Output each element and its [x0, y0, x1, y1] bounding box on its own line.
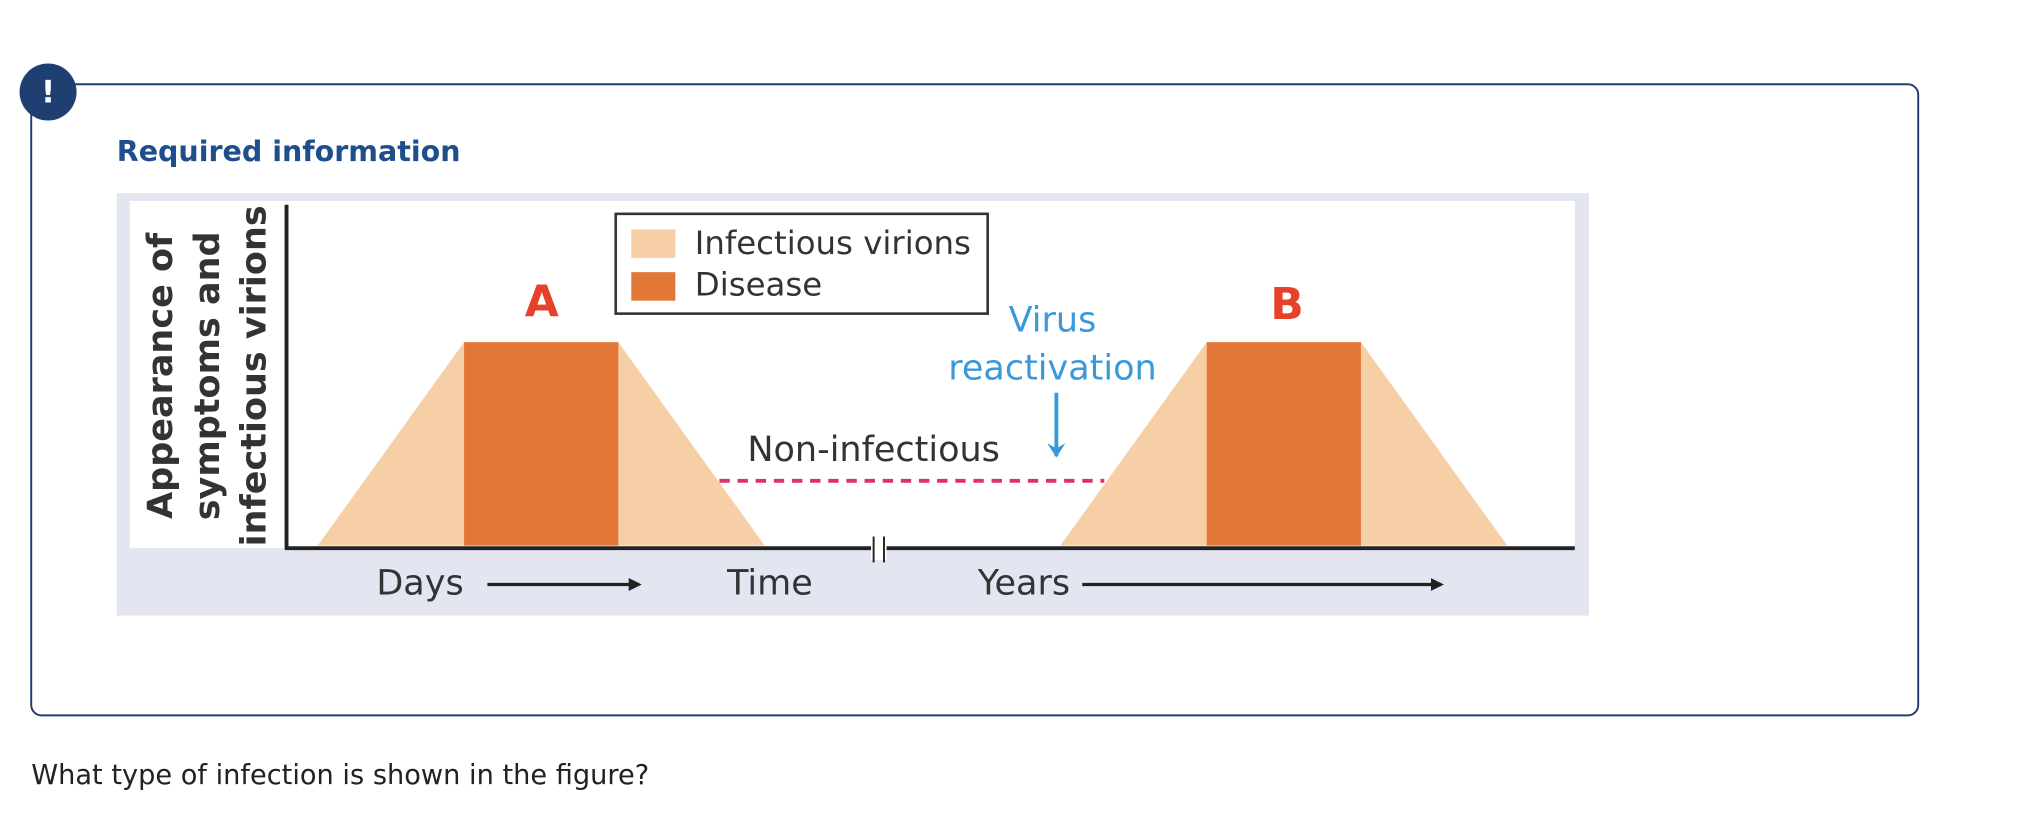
badge: [19, 63, 77, 121]
legend-label: Infectious virions: [695, 224, 971, 262]
card-title: Required information: [117, 135, 461, 168]
axis-break-gap: [871, 536, 887, 560]
x-label: Days: [376, 564, 463, 604]
legend-swatch: [631, 272, 676, 301]
disease-area: [1206, 342, 1361, 546]
legend-box: [614, 212, 989, 315]
disease-area: [464, 342, 619, 546]
x-label: Years: [977, 564, 1070, 604]
legend-label: Disease: [695, 265, 822, 303]
y-axis-label: Appearance of: [141, 232, 181, 519]
x-label: Time: [726, 564, 813, 604]
y-axis-label: symptoms and: [188, 231, 228, 520]
y-axis-label: infectious virions: [234, 205, 274, 546]
legend-swatch: [631, 229, 676, 258]
annotation: reactivation: [948, 348, 1156, 388]
annotation: Non-infectious: [747, 430, 1000, 470]
peak-label: B: [1270, 279, 1304, 330]
figure: Appearance of symptoms and infectious vi…: [116, 193, 1590, 616]
question: What type of infection is shown in the f…: [31, 760, 649, 791]
peak-label: A: [525, 277, 559, 328]
badge-icon: !: [41, 74, 55, 110]
annotation: Virus: [1009, 300, 1097, 340]
